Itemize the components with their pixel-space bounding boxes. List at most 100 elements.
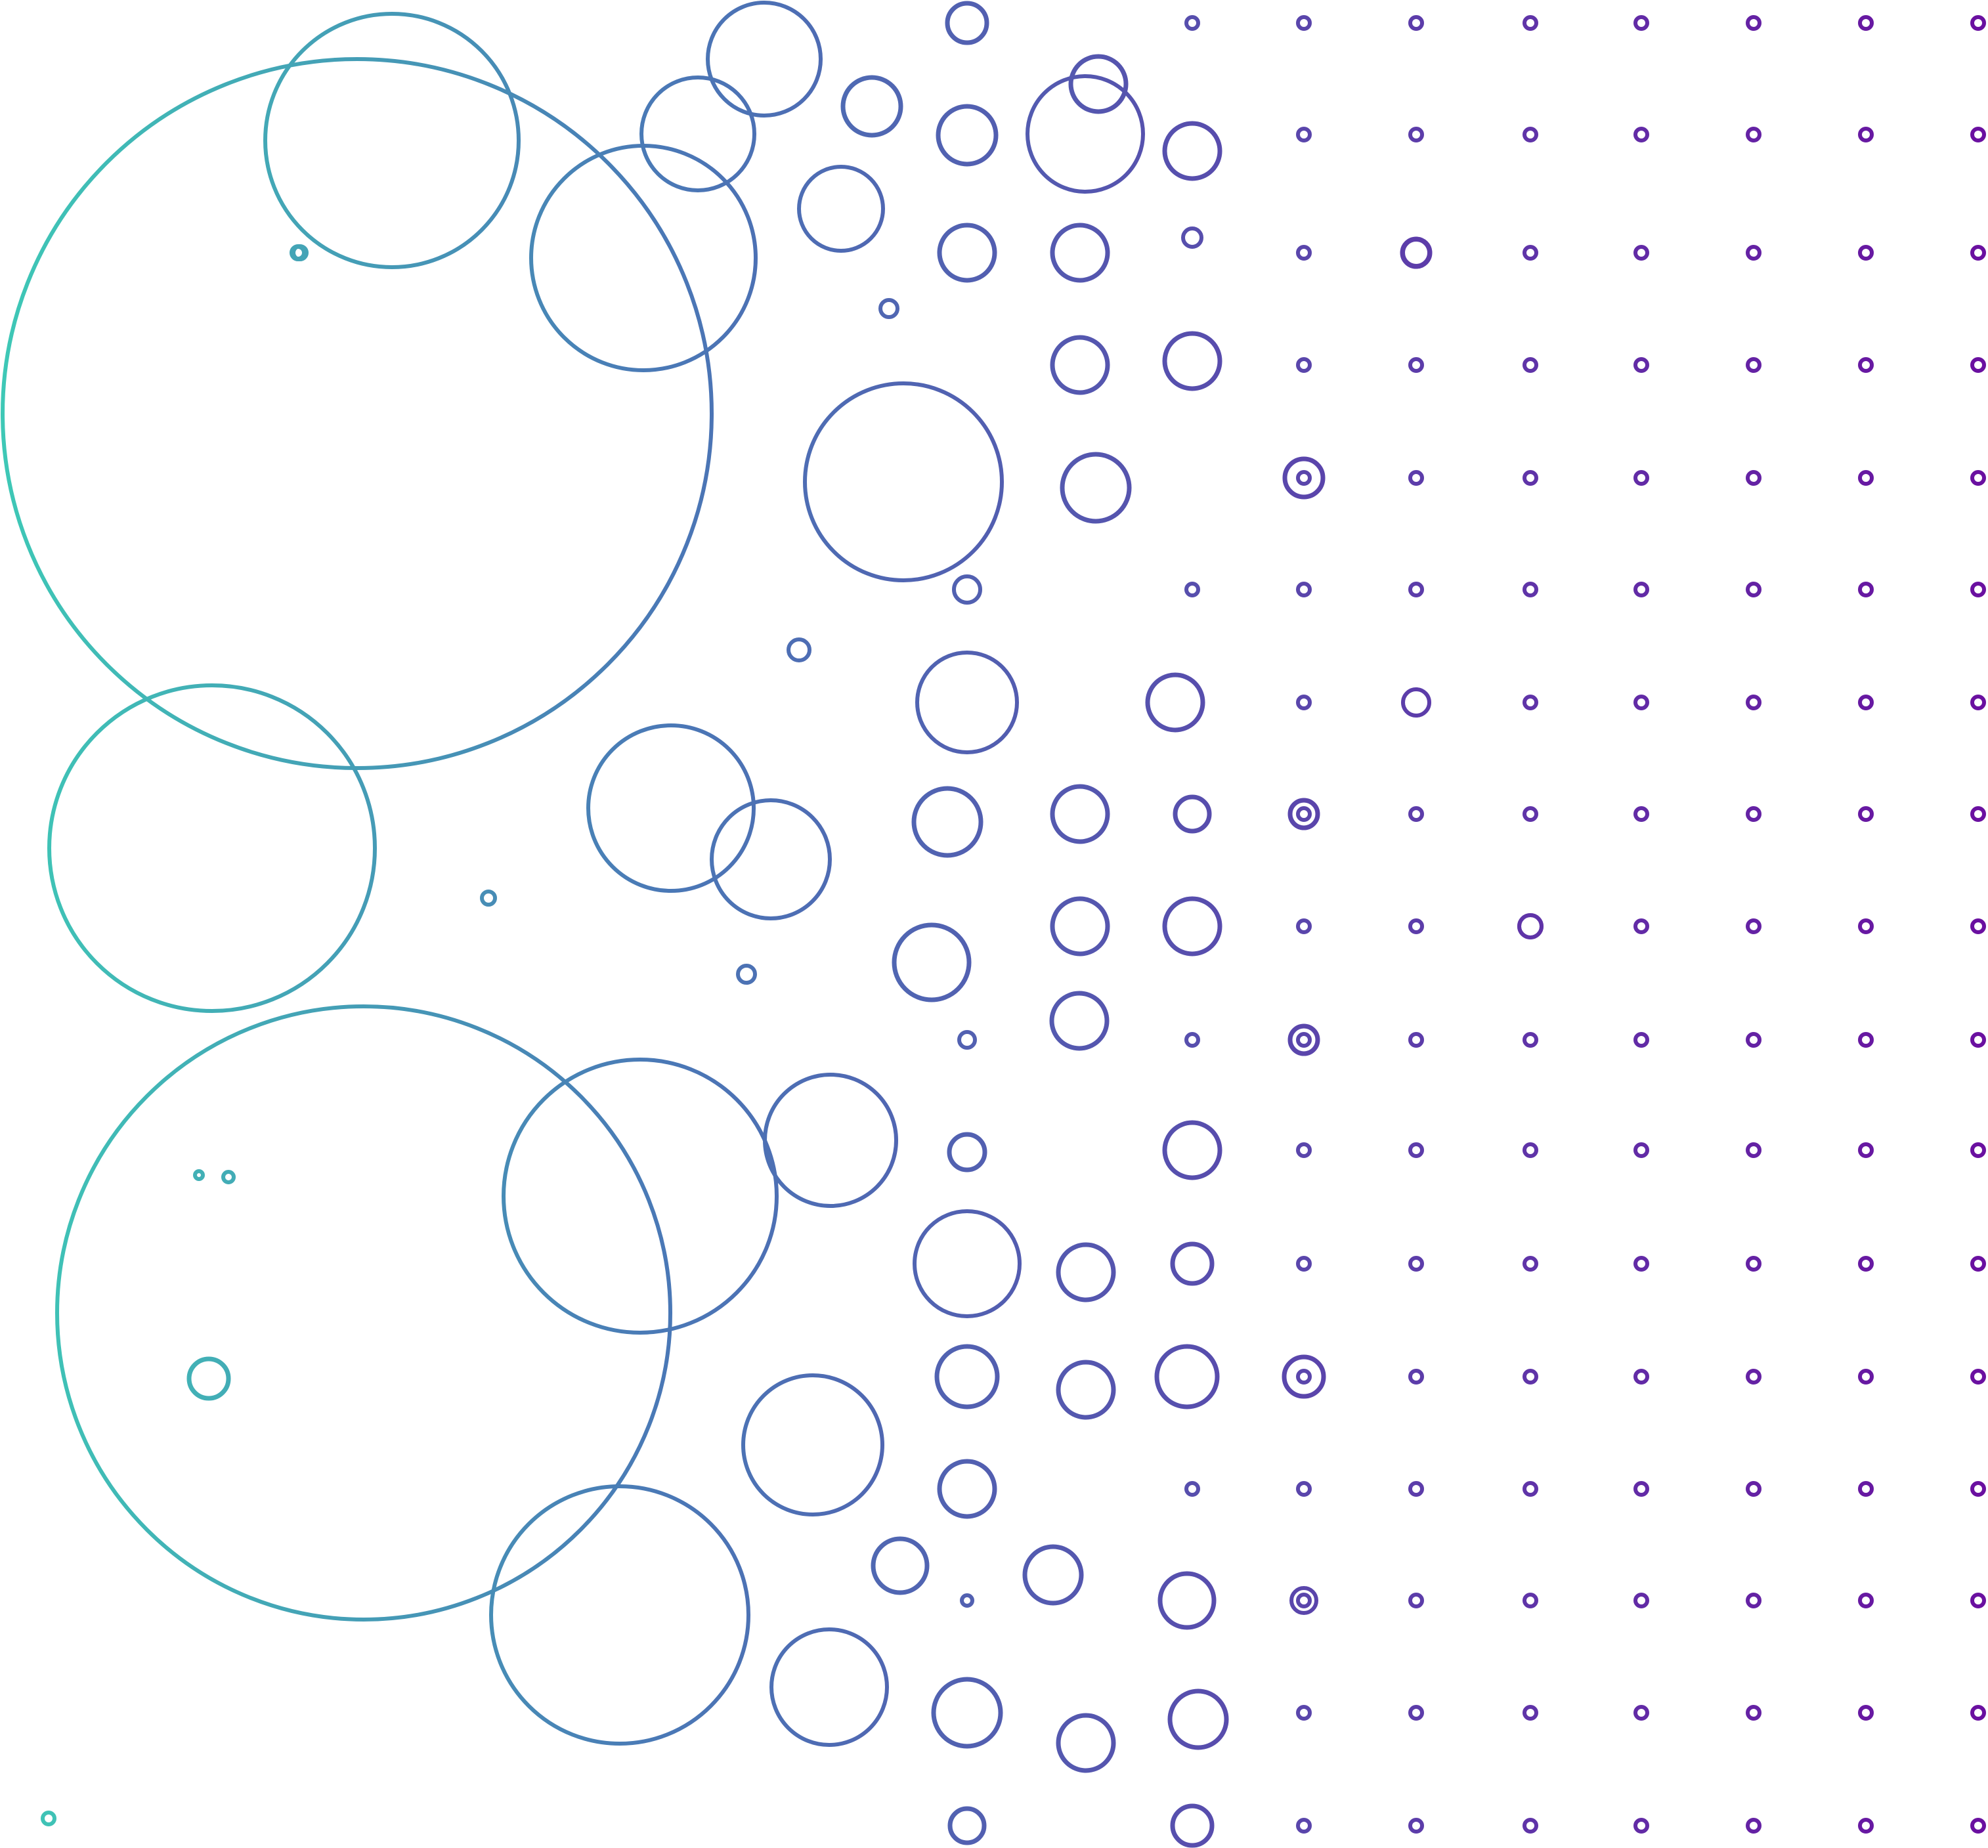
- bubble-circle-23: [769, 1627, 889, 1747]
- bubble-circle-30: [1026, 74, 1145, 194]
- bubble-circle-82: [1296, 127, 1312, 142]
- bubble-circle-74: [290, 245, 306, 261]
- bubble-circle-11: [710, 798, 832, 920]
- bubble-circle-166: [1296, 1481, 1312, 1497]
- bubble-circle-162: [1633, 1369, 1649, 1385]
- bubble-circle-182: [1523, 1705, 1538, 1721]
- bubble-circle-36: [947, 1132, 987, 1172]
- bubble-circle-70: [193, 1169, 205, 1181]
- bubble-circle-163: [1746, 1369, 1761, 1385]
- bubble-circle-38: [934, 1344, 1000, 1409]
- bubble-circle-129: [1858, 806, 1874, 822]
- bubble-circle-100: [1746, 357, 1761, 373]
- bubble-circle-9: [763, 1073, 898, 1208]
- bubble-circle-148: [1633, 1142, 1649, 1158]
- bubble-circle-164: [1858, 1369, 1874, 1385]
- bubble-circle-52: [960, 1593, 974, 1608]
- bubble-circle-118: [1401, 687, 1431, 718]
- bubble-circle-144: [1970, 1032, 1986, 1048]
- bubble-circle-138: [1296, 1032, 1312, 1048]
- bubble-circle-7: [55, 1004, 672, 1622]
- bubble-circle-64: [1287, 798, 1320, 830]
- bubble-circle-76: [1408, 15, 1424, 31]
- bubble-circle-104: [1408, 470, 1424, 486]
- bubble-circle-53: [1162, 121, 1222, 181]
- bubble-circle-196: [1184, 1032, 1200, 1048]
- bubble-circle-161: [1523, 1369, 1538, 1385]
- bubble-circle-20: [1068, 54, 1129, 114]
- bubble-circle-188: [1408, 1818, 1424, 1834]
- bubble-circle-106: [1633, 470, 1649, 486]
- bubble-circle-160: [1408, 1369, 1424, 1385]
- bubble-circle-65: [1287, 1023, 1320, 1056]
- bubble-circle-10: [586, 723, 756, 893]
- bubble-circle-73: [221, 1170, 236, 1184]
- bubble-circle-173: [1296, 1593, 1312, 1608]
- bubble-circle-44: [1056, 1713, 1116, 1773]
- bubble-circle-132: [1408, 918, 1424, 934]
- bubble-circle-147: [1523, 1142, 1538, 1158]
- bubble-circle-24: [871, 1536, 930, 1595]
- bubble-circle-103: [1296, 470, 1312, 486]
- bubble-circle-171: [1858, 1481, 1874, 1497]
- bubble-circle-8: [502, 1058, 779, 1335]
- bubble-circle-192: [1858, 1818, 1874, 1834]
- bubble-circle-93: [1746, 245, 1761, 261]
- bubble-circle-179: [1970, 1593, 1986, 1608]
- bubble-circle-92: [1633, 245, 1649, 261]
- bubble-circle-13: [736, 964, 757, 985]
- bubble-circle-37: [1056, 1242, 1116, 1302]
- bubble-circle-68: [1289, 1586, 1318, 1615]
- bubble-circle-125: [1408, 806, 1424, 822]
- bubble-circle-168: [1523, 1481, 1538, 1497]
- bubble-circle-95: [1970, 245, 1986, 261]
- bubble-circle-133: [1517, 913, 1544, 939]
- bubble-circle-96: [1296, 357, 1312, 373]
- bubble-circle-17: [840, 75, 903, 138]
- bubble-circle-72: [186, 1356, 231, 1401]
- bubble-circle-62: [1282, 456, 1326, 500]
- bubble-circle-39: [1056, 1360, 1116, 1420]
- bubble-circle-165: [1970, 1369, 1986, 1385]
- bubble-circle-176: [1633, 1593, 1649, 1608]
- bubble-circle-186: [1970, 1705, 1986, 1721]
- bubble-circle-191: [1746, 1818, 1761, 1834]
- bubble-circle-185: [1858, 1705, 1874, 1721]
- bubble-circle-90: [1401, 238, 1431, 268]
- bubble-circle-6: [47, 683, 377, 1013]
- bubble-circle-42: [1157, 1571, 1217, 1630]
- bubble-circle-152: [1296, 1256, 1312, 1272]
- bubble-circle-189: [1523, 1818, 1538, 1834]
- bubble-circle-111: [1408, 582, 1424, 597]
- bubble-circle-131: [1296, 918, 1312, 934]
- bubble-circle-2: [529, 144, 758, 372]
- bubble-circle-43: [931, 1677, 1003, 1749]
- bubble-circle-48: [1050, 335, 1110, 395]
- bubble-circle-67: [1282, 1354, 1326, 1399]
- bubble-circle-102: [1970, 357, 1986, 373]
- bubble-circle-169: [1633, 1481, 1649, 1497]
- bubble-circle-97: [1408, 357, 1424, 373]
- bubble-circle-181: [1408, 1705, 1424, 1721]
- bubble-circle-109: [1970, 470, 1986, 486]
- bubble-circle-178: [1858, 1593, 1874, 1608]
- bubble-circle-170: [1746, 1481, 1761, 1497]
- bubble-circle-98: [1523, 357, 1538, 373]
- bubble-circle-175: [1523, 1593, 1538, 1608]
- bubble-circle-154: [1523, 1256, 1538, 1272]
- bubble-circle-78: [1633, 15, 1649, 31]
- bubble-circle-158: [1970, 1256, 1986, 1272]
- bubble-circle-19: [945, 1, 989, 45]
- bubble-circle-26: [892, 922, 972, 1002]
- bubble-circle-75: [1296, 15, 1312, 31]
- bubble-circle-121: [1746, 695, 1761, 710]
- bubble-circle-28: [911, 786, 983, 858]
- bubble-circle-140: [1523, 1032, 1538, 1048]
- bubble-circle-172: [1970, 1481, 1986, 1497]
- bubble-circle-77: [1523, 15, 1538, 31]
- bubble-circle-194: [1184, 15, 1200, 31]
- bubble-circle-108: [1858, 470, 1874, 486]
- bubble-circle-120: [1633, 695, 1649, 710]
- bubble-circle-159: [1296, 1369, 1312, 1385]
